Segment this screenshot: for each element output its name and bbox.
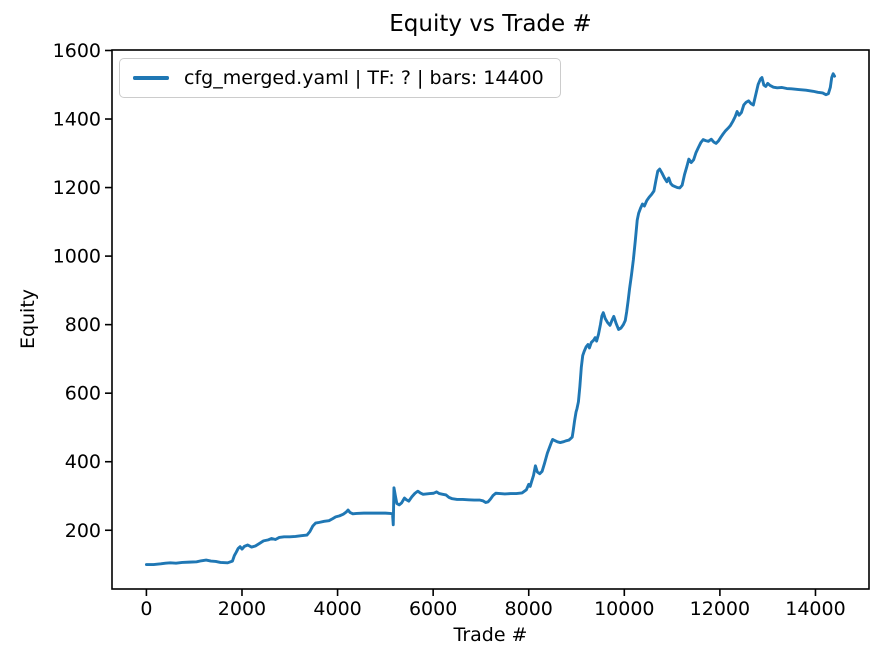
y-tick-label: 1200 <box>53 177 101 199</box>
chart-title: Equity vs Trade # <box>389 11 592 37</box>
y-tick-label: 200 <box>65 520 101 542</box>
x-tick-label: 14000 <box>785 598 845 620</box>
x-tick-label: 4000 <box>313 598 361 620</box>
y-tick-label: 800 <box>65 314 101 336</box>
equity-curve-line <box>144 72 837 566</box>
x-tick-label: 2000 <box>218 598 266 620</box>
legend-line-swatch <box>133 76 169 80</box>
y-tick-label: 1400 <box>53 109 101 131</box>
y-tick-label: 600 <box>65 383 101 405</box>
y-tick-label: 400 <box>65 451 101 473</box>
x-axis-label: Trade # <box>453 624 528 646</box>
y-tick-label: 1000 <box>53 246 101 268</box>
x-tick-label: 6000 <box>409 598 457 620</box>
y-axis-label: Equity <box>17 288 39 350</box>
y-tick-label: 1600 <box>53 40 101 62</box>
legend: cfg_merged.yaml | TF: ? | bars: 14400 <box>119 58 561 98</box>
x-tick-label: 10000 <box>594 598 654 620</box>
legend-label: cfg_merged.yaml | TF: ? | bars: 14400 <box>184 67 544 89</box>
x-tick-label: 0 <box>140 598 152 620</box>
x-tick-label: 12000 <box>690 598 750 620</box>
axes-spines <box>111 49 870 590</box>
x-tick-label: 8000 <box>505 598 553 620</box>
